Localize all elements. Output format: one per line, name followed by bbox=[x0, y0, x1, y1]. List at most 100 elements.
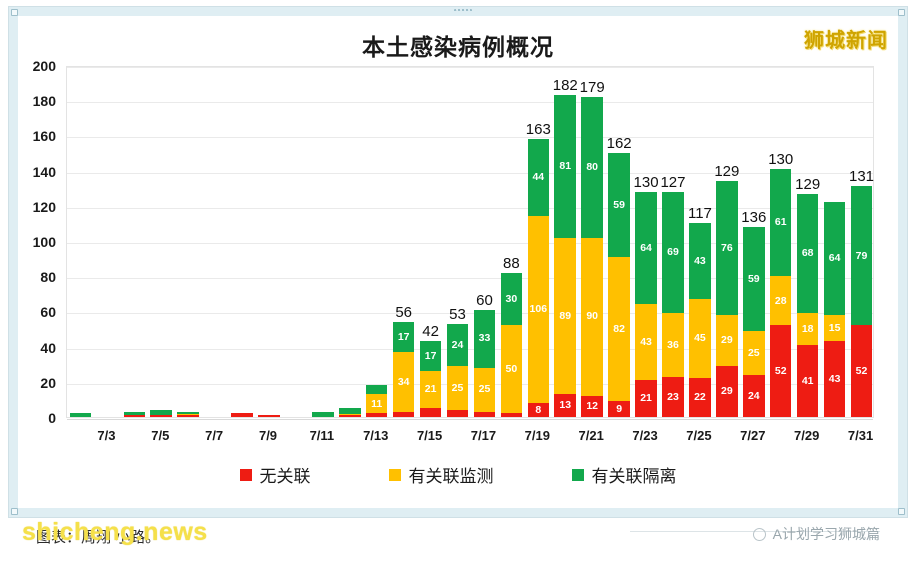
bar-segment-无关联[interactable]: 22 bbox=[689, 378, 711, 417]
bar-segment-有关联隔离[interactable]: 24 bbox=[446, 323, 469, 366]
bar-segment-无关联[interactable] bbox=[150, 415, 173, 417]
bar-segment-有关联监测[interactable]: 29 bbox=[716, 314, 738, 366]
bar-segment-有关联隔离[interactable]: 76 bbox=[716, 181, 738, 315]
bar-segment-有关联监测[interactable]: 43 bbox=[635, 304, 657, 381]
bar-segment-有关联隔离[interactable] bbox=[123, 411, 146, 416]
bar-segment-有关联监测[interactable]: 15 bbox=[823, 314, 846, 342]
bar-column[interactable] bbox=[339, 408, 361, 417]
bar-segment-有关联隔离[interactable]: 69 bbox=[662, 191, 684, 314]
bar-column[interactable] bbox=[312, 411, 334, 417]
bar-column[interactable]: 43 45 22 117 bbox=[688, 205, 712, 417]
bar-column[interactable]: 64 43 21 130 bbox=[634, 174, 659, 417]
bar-segment-有关联监测[interactable]: 25 bbox=[446, 365, 469, 410]
bar-segment-无关联[interactable]: 52 bbox=[850, 325, 873, 417]
bar-segment-有关联监测[interactable]: 28 bbox=[769, 276, 792, 326]
bar-segment-有关联隔离[interactable]: 30 bbox=[500, 272, 523, 326]
resize-handle-bottom-left[interactable] bbox=[11, 508, 18, 515]
bar-segment-有关联隔离[interactable]: 64 bbox=[635, 191, 657, 305]
bar-column[interactable]: 17 34 56 bbox=[392, 304, 415, 417]
bar-segment-有关联隔离[interactable] bbox=[69, 413, 92, 417]
bar-segment-有关联监测[interactable]: 21 bbox=[419, 371, 442, 409]
bar-segment-有关联监测[interactable]: 25 bbox=[743, 330, 765, 375]
bar-segment-有关联隔离[interactable] bbox=[150, 409, 173, 416]
bar-segment-有关联监测[interactable]: 34 bbox=[392, 351, 415, 412]
bar-column[interactable]: 68 18 41 129 bbox=[795, 176, 820, 417]
bar-segment-无关联[interactable]: 43 bbox=[823, 341, 846, 417]
bar-segment-无关联[interactable]: 23 bbox=[662, 376, 684, 417]
bar-segment-有关联隔离[interactable]: 44 bbox=[527, 138, 550, 217]
bar-column[interactable]: 81 89 13 182 bbox=[553, 77, 578, 417]
legend-item-linked_surveillance[interactable]: 有关联监测 bbox=[388, 462, 494, 487]
bar-segment-有关联监测[interactable]: 50 bbox=[500, 325, 523, 414]
bar-segment-无关联[interactable]: 9 bbox=[608, 401, 630, 417]
bar-column[interactable]: 44 106 8 163 bbox=[526, 121, 551, 417]
bar-segment-有关联隔离[interactable]: 68 bbox=[796, 193, 819, 314]
bar-segment-无关联[interactable]: 21 bbox=[635, 380, 657, 417]
bar-column[interactable] bbox=[177, 411, 199, 417]
bar-segment-无关联[interactable] bbox=[446, 409, 469, 417]
bar-segment-有关联隔离[interactable]: 17 bbox=[419, 341, 442, 372]
resize-handle-top-right[interactable] bbox=[898, 9, 905, 16]
bar-segment-无关联[interactable] bbox=[500, 413, 523, 417]
bar-column[interactable]: 17 21 42 bbox=[419, 323, 442, 417]
resize-handle-top-center[interactable] bbox=[454, 9, 472, 13]
bar-segment-有关联隔离[interactable]: 61 bbox=[769, 168, 792, 277]
bar-segment-无关联[interactable]: 12 bbox=[581, 395, 603, 417]
bar-segment-有关联监测[interactable]: 89 bbox=[554, 237, 577, 395]
bar-column[interactable]: 80 90 12 179 bbox=[580, 79, 605, 417]
bar-segment-有关联监测[interactable]: 36 bbox=[662, 313, 684, 377]
bar-segment-有关联隔离[interactable]: 33 bbox=[473, 309, 496, 368]
bar-column[interactable]: 79 52 131 bbox=[849, 168, 874, 417]
bar-segment-有关联隔离[interactable]: 81 bbox=[554, 94, 577, 238]
bar-segment-无关联[interactable] bbox=[258, 415, 280, 417]
bar-segment-有关联隔离[interactable]: 59 bbox=[608, 153, 630, 257]
resize-handle-top-left[interactable] bbox=[11, 9, 18, 16]
bar-segment-有关联隔离[interactable]: 80 bbox=[581, 96, 603, 238]
bar-segment-有关联监测[interactable] bbox=[339, 413, 361, 416]
bar-column[interactable]: 30 50 88 bbox=[500, 255, 523, 417]
bar-column[interactable]: 59 25 24 136 bbox=[741, 209, 766, 417]
bar-segment-有关联监测[interactable] bbox=[177, 413, 199, 416]
bar-segment-有关联监测[interactable]: 82 bbox=[608, 256, 630, 402]
bar-column[interactable]: 76 29 29 129 bbox=[714, 163, 739, 417]
bar-segment-有关联监测[interactable]: 45 bbox=[689, 299, 711, 379]
bar-column[interactable]: 33 25 60 bbox=[473, 292, 496, 417]
bar-segment-无关联[interactable]: 24 bbox=[743, 374, 765, 417]
bar-segment-有关联隔离[interactable]: 17 bbox=[392, 322, 415, 352]
bar-column[interactable]: 59 82 9 162 bbox=[607, 135, 632, 417]
embedded-chart-object[interactable]: 本土感染病例概况 狮城新闻 0 20 40 60 80 100 120 140 160 180 20… bbox=[8, 6, 908, 518]
bar-segment-有关联隔离[interactable] bbox=[312, 411, 334, 417]
bar-segment-无关联[interactable] bbox=[473, 411, 496, 417]
bar-segment-无关联[interactable]: 29 bbox=[716, 365, 738, 417]
bar-column[interactable]: 24 25 53 bbox=[446, 306, 469, 417]
bar-segment-无关联[interactable] bbox=[392, 411, 415, 417]
bar-segment-有关联监测[interactable]: 106 bbox=[527, 216, 550, 403]
bar-segment-有关联隔离[interactable] bbox=[365, 385, 388, 395]
bar-segment-无关联[interactable] bbox=[365, 413, 388, 417]
bar-segment-无关联[interactable] bbox=[177, 415, 199, 417]
bar-column[interactable] bbox=[150, 409, 173, 417]
bar-segment-无关联[interactable]: 41 bbox=[796, 344, 819, 417]
bar-column[interactable]: 64 15 43 bbox=[823, 202, 846, 417]
bar-segment-有关联隔离[interactable] bbox=[339, 408, 361, 414]
bar-segment-有关联监测[interactable]: 25 bbox=[473, 367, 496, 412]
bar-column[interactable] bbox=[69, 413, 92, 417]
bar-segment-无关联[interactable] bbox=[123, 415, 146, 417]
bar-segment-无关联[interactable] bbox=[231, 413, 253, 417]
bar-segment-有关联隔离[interactable]: 64 bbox=[823, 202, 846, 315]
bar-segment-有关联监测[interactable]: 90 bbox=[581, 237, 603, 396]
resize-handle-bottom-right[interactable] bbox=[898, 508, 905, 515]
legend-item-linked_quarantine[interactable]: 有关联隔离 bbox=[571, 462, 677, 487]
bar-column[interactable] bbox=[258, 415, 280, 417]
bar-segment-有关联隔离[interactable]: 59 bbox=[743, 226, 765, 331]
bar-segment-有关联隔离[interactable] bbox=[177, 411, 199, 414]
bar-segment-有关联监测[interactable]: 18 bbox=[796, 313, 819, 345]
bar-segment-无关联[interactable] bbox=[339, 415, 361, 417]
legend-item-unlinked[interactable]: 无关联 bbox=[239, 462, 311, 487]
bar-segment-无关联[interactable]: 8 bbox=[527, 402, 550, 417]
bar-segment-有关联监测[interactable]: 11 bbox=[365, 394, 388, 414]
bar-segment-无关联[interactable]: 13 bbox=[554, 394, 577, 417]
bar-segment-无关联[interactable] bbox=[419, 408, 442, 417]
bar-column[interactable]: 61 28 52 130 bbox=[768, 151, 793, 417]
bar-column[interactable]: 69 36 23 127 bbox=[660, 174, 686, 417]
